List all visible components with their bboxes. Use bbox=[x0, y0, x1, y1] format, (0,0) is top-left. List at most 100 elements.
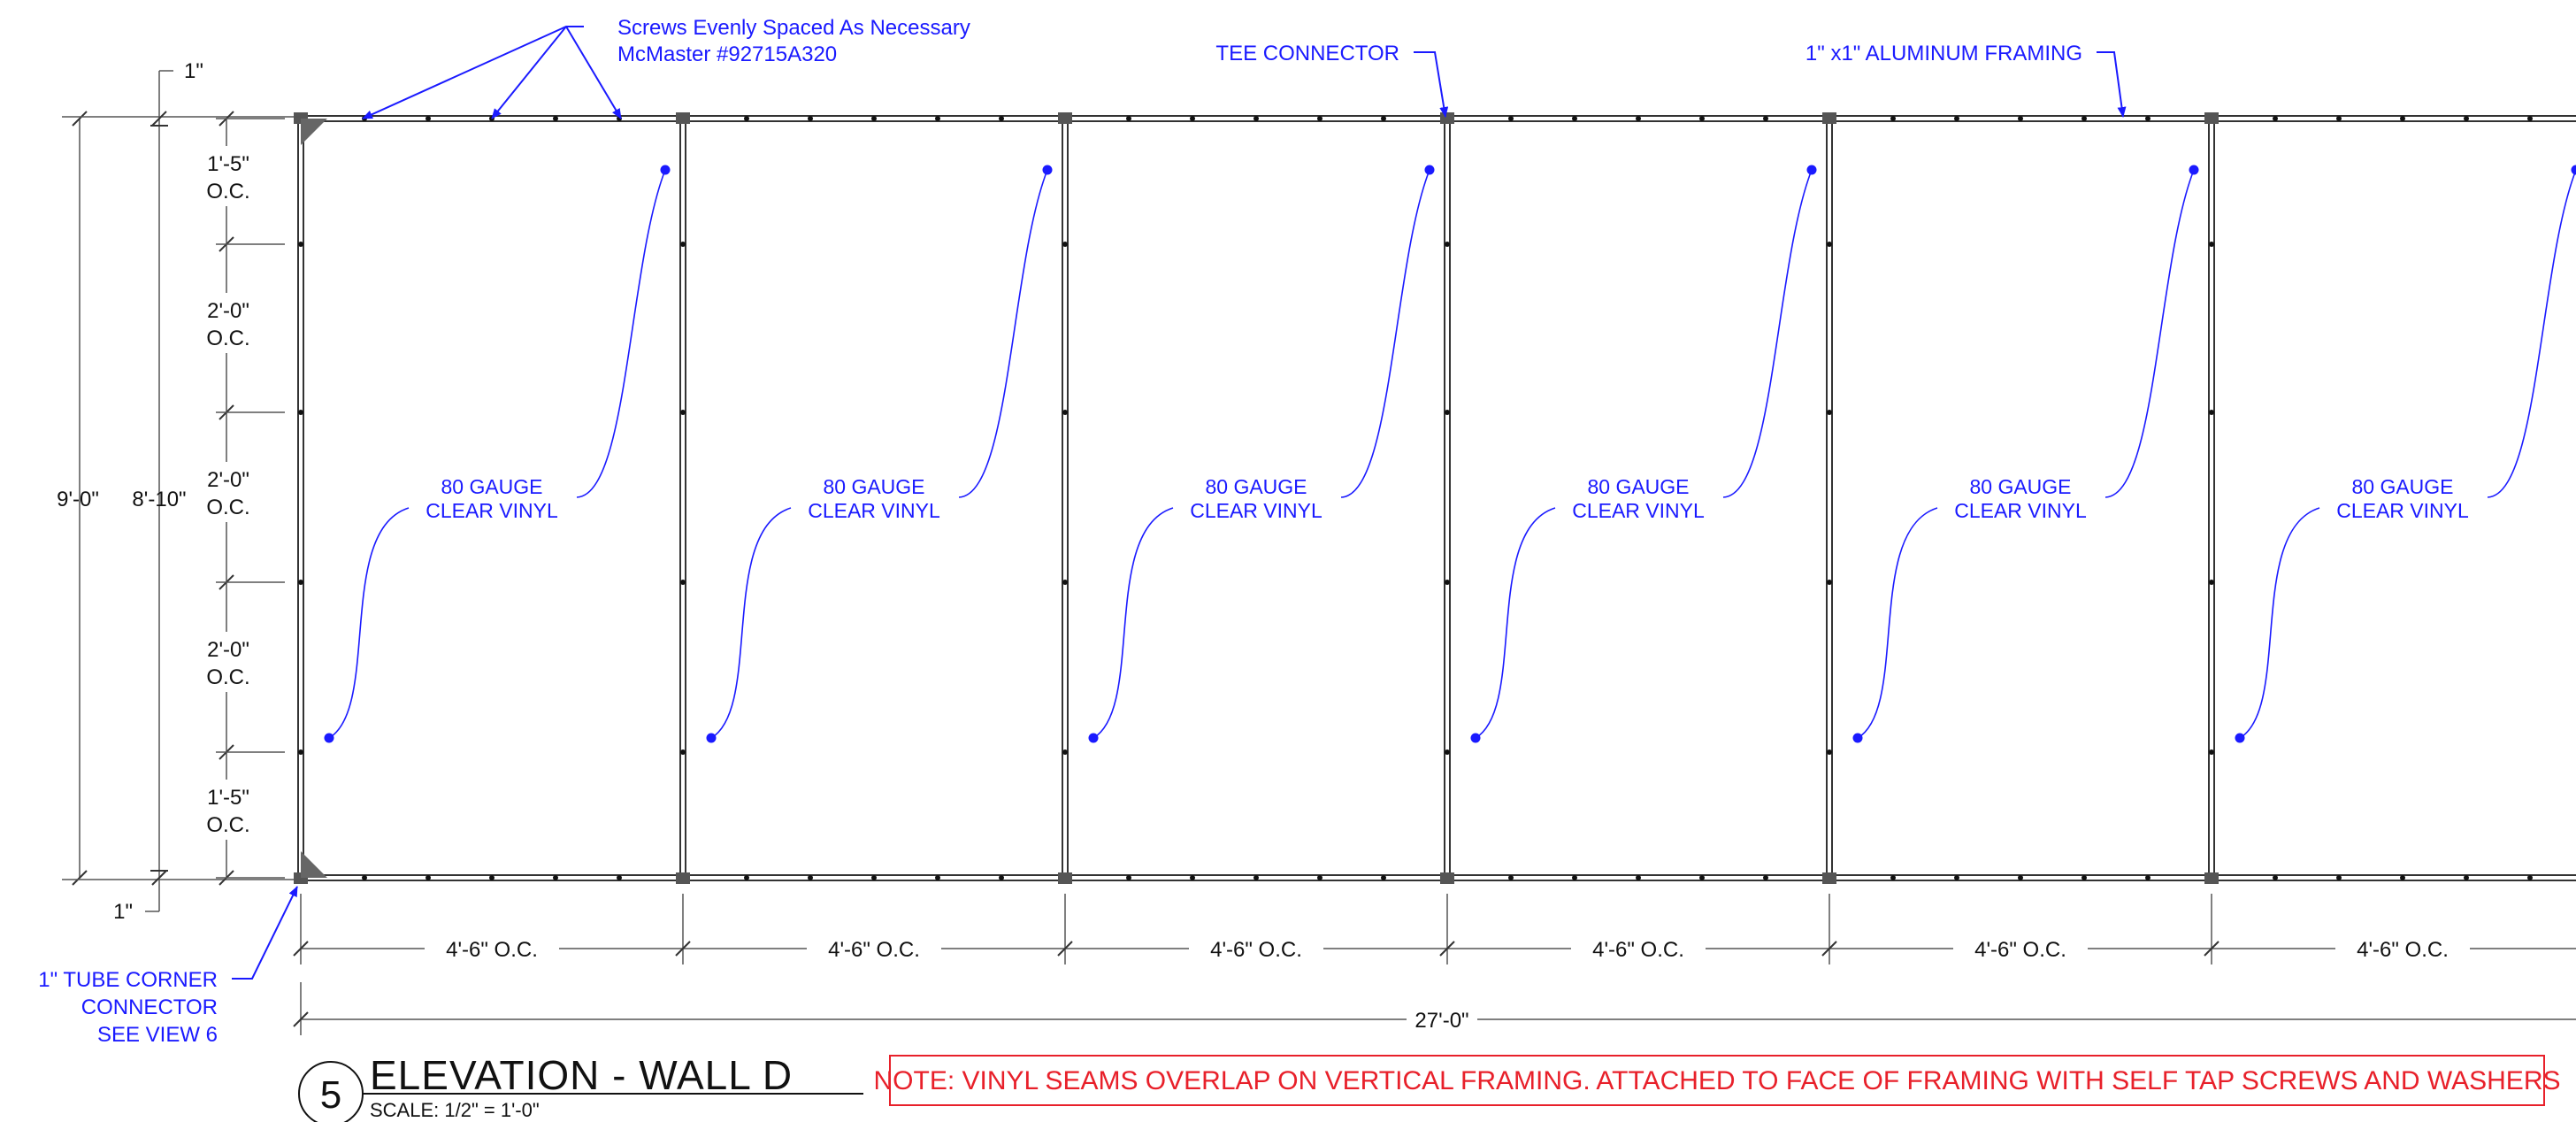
panel-width-label: 4'-6" O.C. bbox=[1592, 938, 1684, 962]
screw-dot bbox=[2209, 410, 2214, 415]
screw-dot bbox=[871, 116, 877, 121]
overall-height-label: 9'-0" bbox=[57, 488, 99, 511]
vinyl-label-line2: CLEAR VINYL bbox=[808, 499, 940, 522]
screw-dot bbox=[298, 749, 303, 755]
leader-line bbox=[2104, 169, 2195, 498]
bottom-offset-label: 1" bbox=[113, 900, 133, 924]
screws-callout-line2: McMaster #92715A320 bbox=[617, 42, 837, 66]
screw-dot bbox=[999, 116, 1004, 121]
screw-dot bbox=[1954, 116, 1959, 121]
dimension-tick bbox=[1057, 941, 1073, 957]
screw-dot bbox=[1699, 116, 1705, 121]
screw-dot bbox=[1190, 116, 1195, 121]
vinyl-label-line2: CLEAR VINYL bbox=[426, 499, 558, 522]
screw-dot bbox=[1636, 116, 1641, 121]
leader-line bbox=[710, 507, 792, 739]
spacing-oc: O.C. bbox=[206, 180, 249, 204]
vinyl-label-line1: 80 GAUGE bbox=[1205, 475, 1307, 498]
aluminum-framing-label: 1" x1" ALUMINUM FRAMING bbox=[1806, 42, 2082, 65]
vinyl-label-line1: 80 GAUGE bbox=[1969, 475, 2071, 498]
spacing-oc: O.C. bbox=[206, 813, 249, 837]
tee-connector-callout: TEE CONNECTOR bbox=[1215, 42, 1449, 118]
screw-dot bbox=[808, 116, 813, 121]
dimension-tick bbox=[293, 1011, 309, 1027]
screw-dot bbox=[999, 875, 1004, 880]
screw-dot bbox=[2527, 116, 2533, 121]
screw-dot bbox=[298, 410, 303, 415]
aluminum-frame bbox=[294, 112, 2576, 884]
panel-width-label: 4'-6" O.C. bbox=[1974, 938, 2066, 962]
spacing-value: 2'-0" bbox=[207, 468, 249, 492]
leader-line bbox=[328, 507, 410, 739]
tee-connector bbox=[1822, 112, 1836, 124]
screws-callout: Screws Evenly Spaced As Necessary McMast… bbox=[362, 16, 970, 119]
label-mask bbox=[202, 146, 255, 206]
aluminum-framing-callout: 1" x1" ALUMINUM FRAMING bbox=[1806, 42, 2127, 118]
tee-connector bbox=[1058, 112, 1072, 124]
leader-line bbox=[1092, 507, 1174, 739]
screw-dot bbox=[1126, 875, 1131, 880]
screw-dot bbox=[2336, 875, 2342, 880]
leader-line bbox=[1722, 169, 1813, 498]
screw-dot bbox=[1699, 875, 1705, 880]
screw-dot bbox=[2400, 116, 2405, 121]
spacing-oc: O.C. bbox=[206, 665, 249, 689]
tube-corner-line3: SEE VIEW 6 bbox=[97, 1023, 218, 1047]
label-mask bbox=[202, 632, 255, 692]
tee-connector bbox=[2204, 112, 2219, 124]
tube-corner-line2: CONNECTOR bbox=[81, 995, 218, 1019]
screw-dot bbox=[1827, 410, 1832, 415]
overall-width-label: 27'-0" bbox=[1414, 1009, 1468, 1033]
screw-dot bbox=[1190, 875, 1195, 880]
screw-dot bbox=[1508, 875, 1514, 880]
screw-dot bbox=[680, 749, 686, 755]
dimension-tick bbox=[2204, 941, 2220, 957]
tube-corner-line1: 1" TUBE CORNER bbox=[38, 968, 218, 992]
top-offset-label: 1" bbox=[184, 59, 203, 83]
screw-dot bbox=[553, 875, 558, 880]
note-box: NOTE: VINYL SEAMS OVERLAP ON VERTICAL FR… bbox=[874, 1055, 2561, 1106]
screw-dot bbox=[1445, 242, 1450, 247]
screw-dot bbox=[1572, 875, 1577, 880]
spacing-value: 1'-5" bbox=[207, 152, 249, 176]
label-mask bbox=[202, 780, 255, 840]
frame-height-label: 8'-10" bbox=[132, 488, 186, 511]
screw-dot bbox=[1827, 749, 1832, 755]
dimension-tick bbox=[1439, 941, 1455, 957]
view-title-text: ELEVATION - WALL D bbox=[370, 1052, 793, 1098]
label-mask bbox=[425, 933, 559, 963]
vinyl-label-line2: CLEAR VINYL bbox=[2336, 499, 2469, 522]
dimension-tick bbox=[72, 870, 88, 886]
leader-line bbox=[2487, 169, 2576, 498]
dimension-lines: 9'-0" 8'-10" 1" 1" 1'-5" O.C. 2'-0" O.C. 2'-0" O.… bbox=[57, 59, 2576, 1035]
label-mask bbox=[202, 293, 255, 353]
screw-dot bbox=[2336, 116, 2342, 121]
view-title: 5 ELEVATION - WALL D SCALE: 1/2" = 1'-0" bbox=[298, 1052, 863, 1122]
screw-dot bbox=[2400, 875, 2405, 880]
screw-dot bbox=[1445, 749, 1450, 755]
vinyl-label-line1: 80 GAUGE bbox=[1587, 475, 1689, 498]
screw-dot bbox=[871, 875, 877, 880]
panel-width-label: 4'-6" O.C. bbox=[1210, 938, 1302, 962]
screw-dot bbox=[1827, 580, 1832, 585]
screw-dot bbox=[1572, 116, 1577, 121]
screw-dot bbox=[426, 875, 431, 880]
screw-dot bbox=[935, 116, 940, 121]
panel-width-label: 4'-6" O.C. bbox=[446, 938, 538, 962]
screw-dot bbox=[1508, 116, 1514, 121]
screw-dot bbox=[2273, 116, 2278, 121]
vinyl-label-line2: CLEAR VINYL bbox=[1954, 499, 2087, 522]
vinyl-label-line2: CLEAR VINYL bbox=[1190, 499, 1322, 522]
screw-dot bbox=[1381, 116, 1386, 121]
screw-dot bbox=[1636, 875, 1641, 880]
tee-connector bbox=[1440, 112, 1454, 124]
view-number: 5 bbox=[320, 1073, 341, 1117]
screw-dot bbox=[1317, 116, 1322, 121]
screw-dot bbox=[2209, 242, 2214, 247]
screw-dot bbox=[2145, 116, 2150, 121]
